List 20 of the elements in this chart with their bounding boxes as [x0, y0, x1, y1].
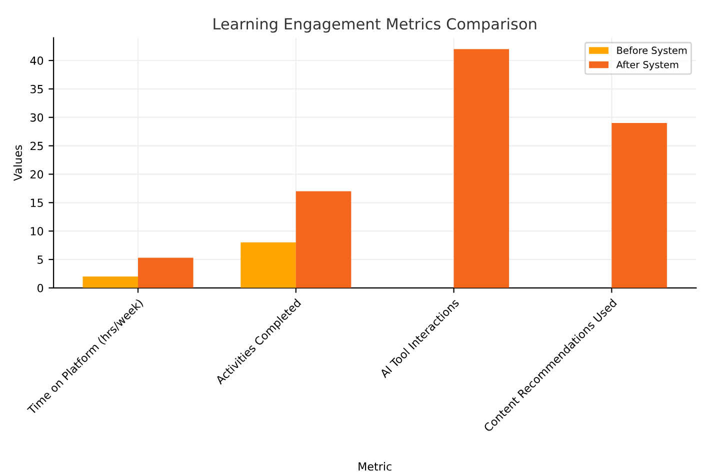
y-tick-label: 25 [30, 142, 43, 150]
bar [138, 258, 194, 288]
bar [240, 242, 296, 288]
bar [612, 123, 667, 288]
y-tick-label: 5 [38, 256, 43, 264]
y-tick-label: 15 [30, 198, 43, 208]
y-tick-label: 20 [30, 170, 44, 179]
bar [454, 49, 510, 288]
y-axis-title: Values [13, 145, 22, 181]
legend-label: After System [616, 60, 678, 70]
chart-title: Learning Engagement Metrics Comparison [214, 18, 536, 33]
x-axis-title: Metric [358, 462, 392, 471]
bar [82, 276, 138, 288]
y-tick-label: 40 [30, 56, 44, 65]
y-tick-label: 30 [30, 113, 44, 122]
y-tick-label: 10 [30, 227, 44, 236]
y-tick-label: 35 [30, 84, 43, 94]
legend-label: Before System [617, 46, 687, 56]
y-tick-label: 0 [37, 284, 44, 292]
bar [296, 191, 352, 288]
